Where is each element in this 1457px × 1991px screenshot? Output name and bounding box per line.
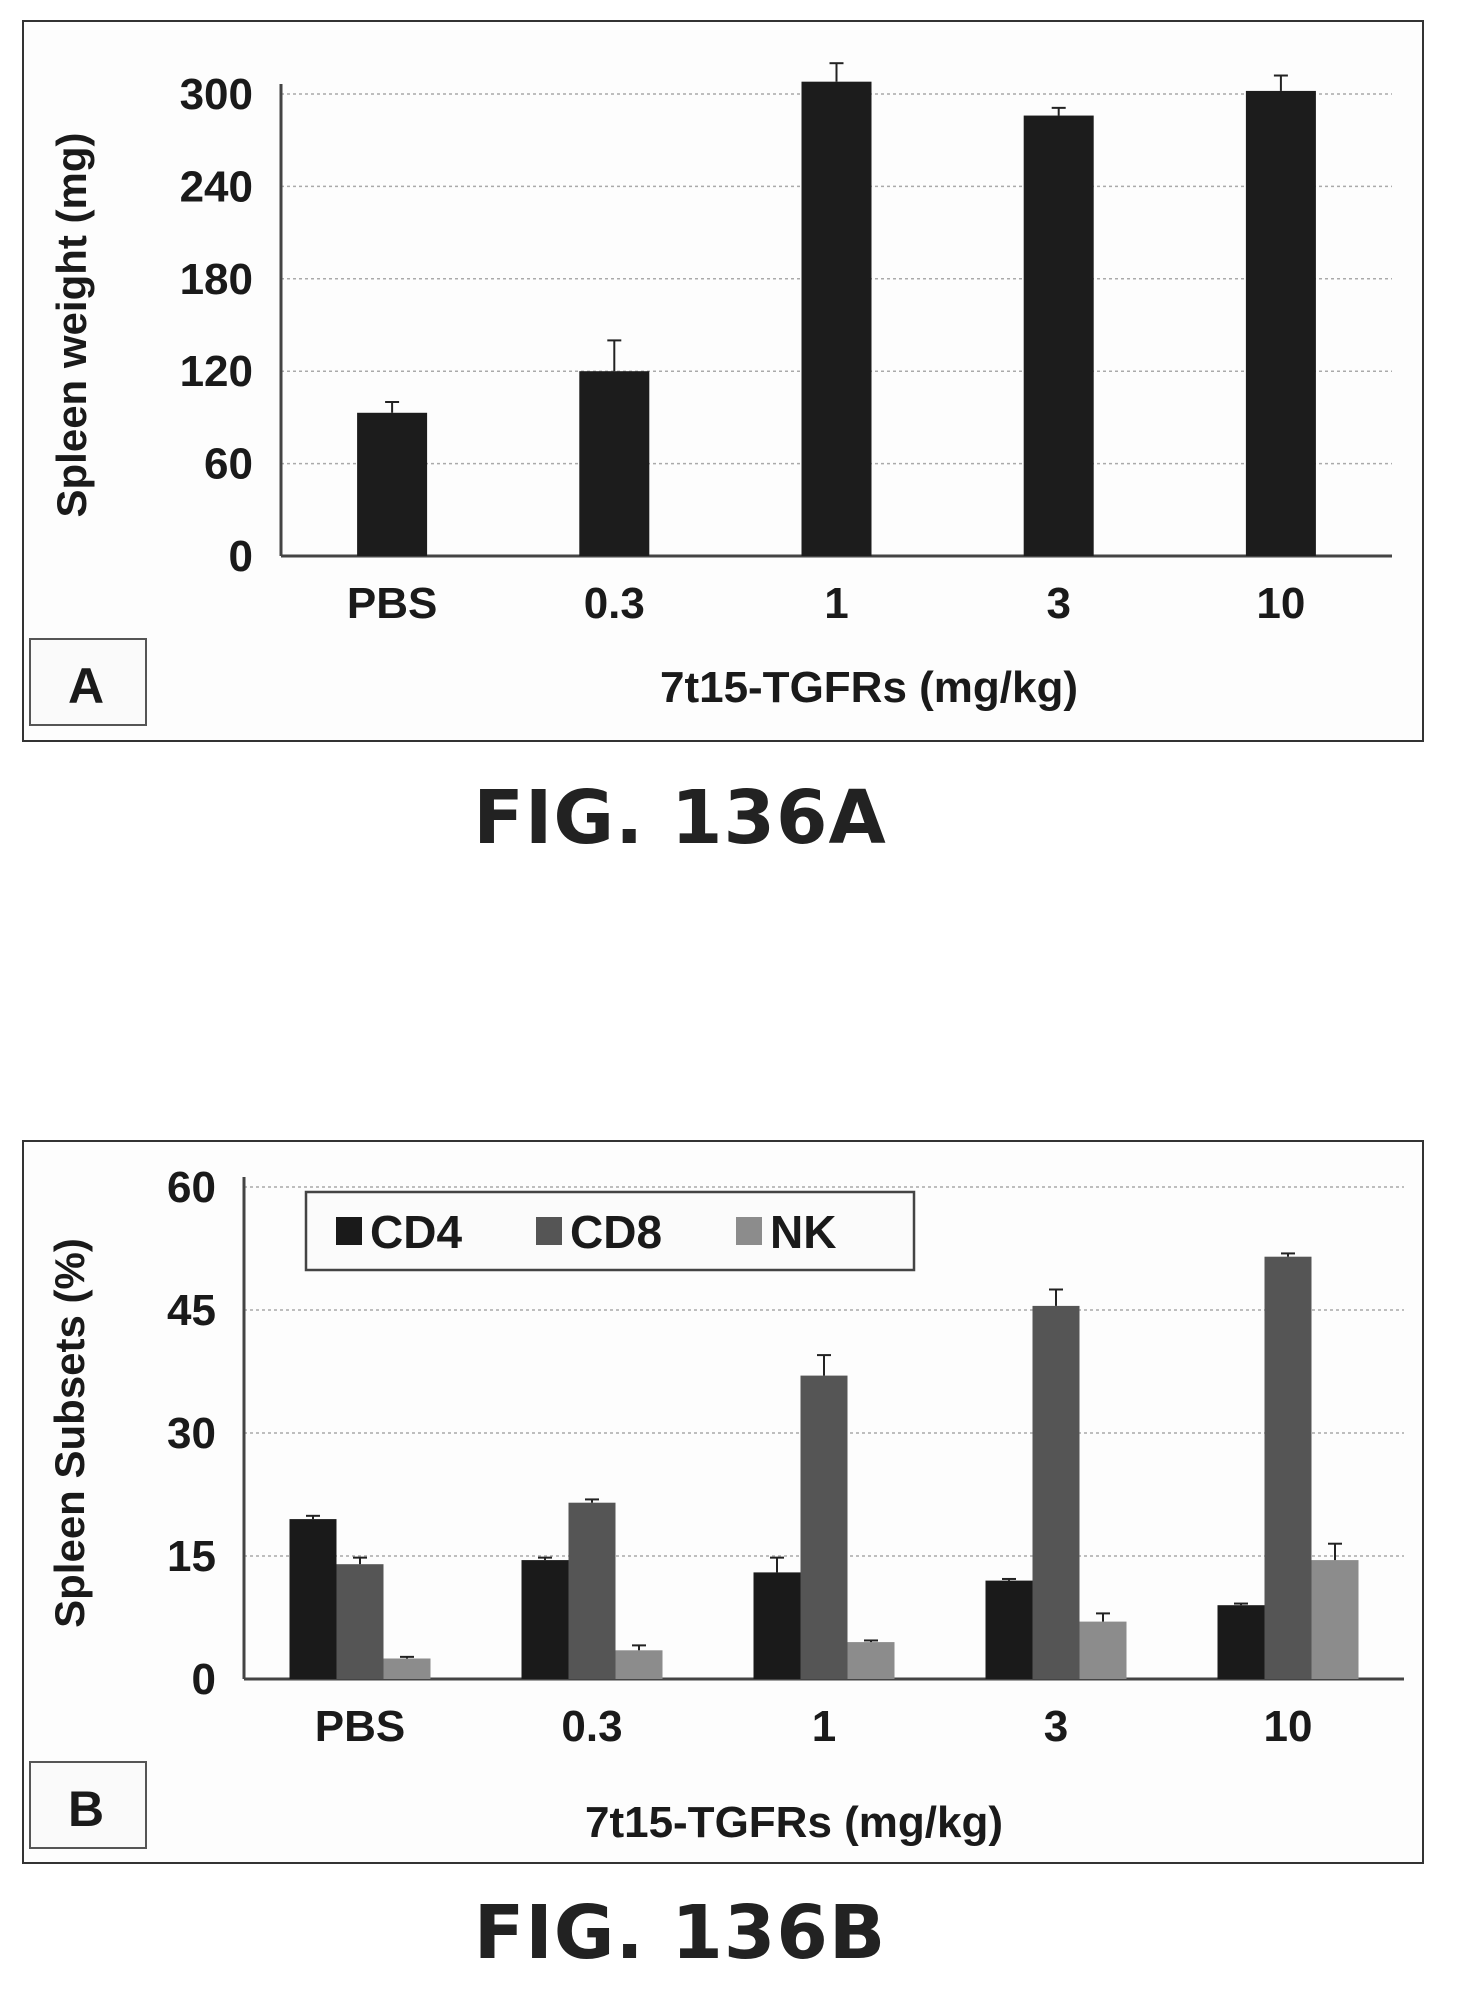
bar-cd4-10 — [1218, 1605, 1265, 1679]
figure-caption-b: FIG. 136B — [0, 1890, 1360, 1976]
bar-3 — [1024, 116, 1094, 556]
x-tick-label: 1 — [812, 1702, 836, 1751]
x-tick-label: 0.3 — [561, 1702, 622, 1751]
y-tick-label: 60 — [167, 1163, 216, 1212]
x-tick-label: 1 — [824, 579, 848, 628]
bar-cd8-1 — [801, 1376, 848, 1679]
y-axis-title: Spleen Subsets (%) — [46, 1238, 93, 1628]
bar-nk-0_3 — [616, 1650, 663, 1679]
x-tick-label: PBS — [315, 1702, 405, 1751]
chart-a-svg: 0 60 120 180 240 300 PBS 0.3 1 3 10 Spleen weight (… — [24, 22, 1422, 740]
x-tick-label: PBS — [347, 579, 437, 628]
y-tick-label: 180 — [180, 255, 253, 304]
x-tick-label: 3 — [1044, 1702, 1068, 1751]
legend-label-cd8: CD8 — [570, 1206, 662, 1258]
chart-panel-a: 0 60 120 180 240 300 PBS 0.3 1 3 10 Spleen weight (… — [22, 20, 1424, 742]
y-tick-label: 45 — [167, 1286, 216, 1335]
bar-cd8-0_3 — [569, 1503, 616, 1679]
bar-cd8-3 — [1033, 1306, 1080, 1679]
bar-cd4-0_3 — [522, 1560, 569, 1679]
bar-nk-PBS — [384, 1659, 431, 1680]
y-tick-label: 15 — [167, 1532, 216, 1581]
bar-0_3 — [579, 371, 649, 556]
legend-swatch-cd4 — [336, 1217, 362, 1245]
y-tick-label: 300 — [180, 70, 253, 119]
x-tick-label: 0.3 — [584, 579, 645, 628]
y-tick-label: 30 — [167, 1409, 216, 1458]
chart-panel-b: 0 15 30 45 60 PBS 0.3 1 3 10 Spleen Subsets (%) 7t1… — [22, 1140, 1424, 1864]
y-tick-label: 240 — [180, 162, 253, 211]
bar-cd8-10 — [1265, 1257, 1312, 1679]
x-tick-label: 10 — [1256, 579, 1305, 628]
bar-cd4-1 — [754, 1572, 801, 1679]
panel-letter: B — [68, 1781, 104, 1837]
legend-swatch-nk — [736, 1217, 762, 1245]
legend-swatch-cd8 — [536, 1217, 562, 1245]
x-tick-label: 10 — [1264, 1702, 1313, 1751]
y-tick-label: 0 — [192, 1655, 216, 1704]
bar-nk-1 — [848, 1642, 895, 1679]
bar-10 — [1246, 91, 1316, 556]
legend-label-nk: NK — [770, 1206, 836, 1258]
legend-label-cd4: CD4 — [370, 1206, 462, 1258]
x-axis-title: 7t15-TGFRs (mg/kg) — [660, 663, 1078, 712]
bar-cd4-3 — [986, 1581, 1033, 1679]
bar-nk-10 — [1312, 1560, 1359, 1679]
y-tick-label: 0 — [229, 532, 253, 581]
bar-nk-3 — [1080, 1622, 1127, 1679]
y-tick-label: 120 — [180, 347, 253, 396]
chart-b-svg: 0 15 30 45 60 PBS 0.3 1 3 10 Spleen Subsets (%) 7t1… — [24, 1142, 1422, 1862]
figure-caption-a: FIG. 136A — [0, 775, 1360, 861]
y-tick-label: 60 — [204, 440, 253, 489]
x-axis-title: 7t15-TGFRs (mg/kg) — [585, 1798, 1003, 1847]
y-axis-title: Spleen weight (mg) — [48, 132, 95, 517]
x-tick-label: 3 — [1046, 579, 1070, 628]
bar-cd4-PBS — [290, 1519, 337, 1679]
bar-PBS — [357, 413, 427, 556]
bar-1 — [802, 82, 872, 556]
panel-letter: A — [68, 658, 104, 714]
bar-cd8-PBS — [337, 1564, 384, 1679]
